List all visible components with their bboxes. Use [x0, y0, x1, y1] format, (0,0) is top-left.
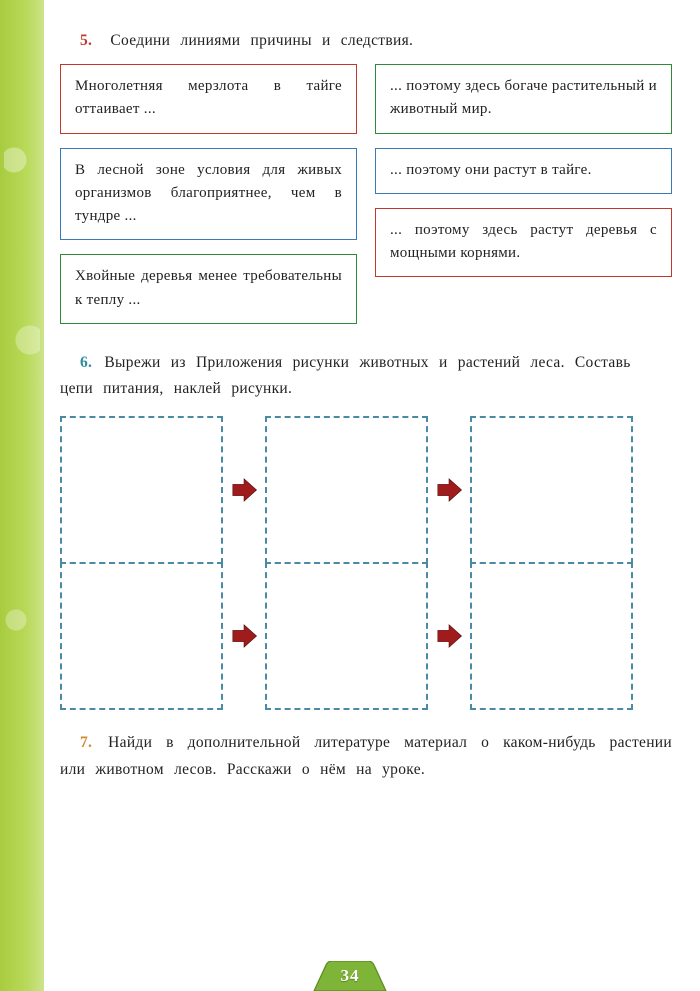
task6-prompt: Вырежи из Приложения рисунки животных и …: [60, 354, 631, 397]
cause-box-1[interactable]: Многолетняя мерзлота в тайге оттаивает .…: [60, 64, 357, 134]
task7-number: 7.: [80, 734, 92, 751]
task7-heading: 7. Найди в дополнительной литературе мат…: [60, 730, 672, 783]
task6-number: 6.: [80, 354, 92, 371]
task5-number: 5.: [80, 32, 92, 49]
arrow-right-icon: [230, 622, 258, 650]
task5-boxes: Многолетняя мерзлота в тайге оттаивает .…: [60, 64, 672, 324]
effect-box-2[interactable]: ... поэтому они растут в тайге.: [375, 148, 672, 194]
chain-cell[interactable]: [265, 562, 428, 710]
page-number: 34: [341, 966, 360, 986]
cause-box-2[interactable]: В лесной зоне условия для живых организм…: [60, 148, 357, 241]
page-number-tab: 34: [302, 961, 398, 991]
effect-box-1[interactable]: ... поэтому здесь богаче растительный и …: [375, 64, 672, 134]
arrow-right-icon: [435, 622, 463, 650]
chain-cell[interactable]: [265, 416, 428, 564]
effect-box-3[interactable]: ... поэтому здесь растут деревья с мощны…: [375, 208, 672, 278]
arrow-slot: [428, 562, 470, 710]
arrow-slot: [223, 562, 265, 710]
arrow-right-icon: [230, 476, 258, 504]
arrow-slot: [223, 416, 265, 564]
task5-prompt: Соедини линиями причины и следствия.: [110, 32, 413, 49]
task7-prompt: Найди в дополнительной литературе матери…: [60, 734, 672, 777]
workbook-page: 5. Соедини линиями причины и следствия. …: [0, 0, 700, 991]
task6-heading: 6. Вырежи из Приложения рисунки животных…: [60, 350, 672, 403]
chain-cell[interactable]: [60, 562, 223, 710]
food-chain-grid: [60, 416, 672, 710]
chain-cell[interactable]: [60, 416, 223, 564]
chain-cell[interactable]: [470, 416, 633, 564]
task5-heading: 5. Соедини линиями причины и следствия.: [80, 32, 672, 50]
arrow-slot: [428, 416, 470, 564]
chain-cell[interactable]: [470, 562, 633, 710]
arrow-right-icon: [435, 476, 463, 504]
chain-row-2: [60, 562, 672, 710]
task5-left-col: Многолетняя мерзлота в тайге оттаивает .…: [60, 64, 357, 324]
chain-row-1: [60, 416, 672, 564]
cause-box-3[interactable]: Хвойные деревья менее требовательны к те…: [60, 254, 357, 324]
page-content: 5. Соедини линиями причины и следствия. …: [60, 26, 672, 783]
task5-right-col: ... поэтому здесь богаче растительный и …: [375, 64, 672, 324]
left-decorative-strip: [0, 0, 44, 991]
